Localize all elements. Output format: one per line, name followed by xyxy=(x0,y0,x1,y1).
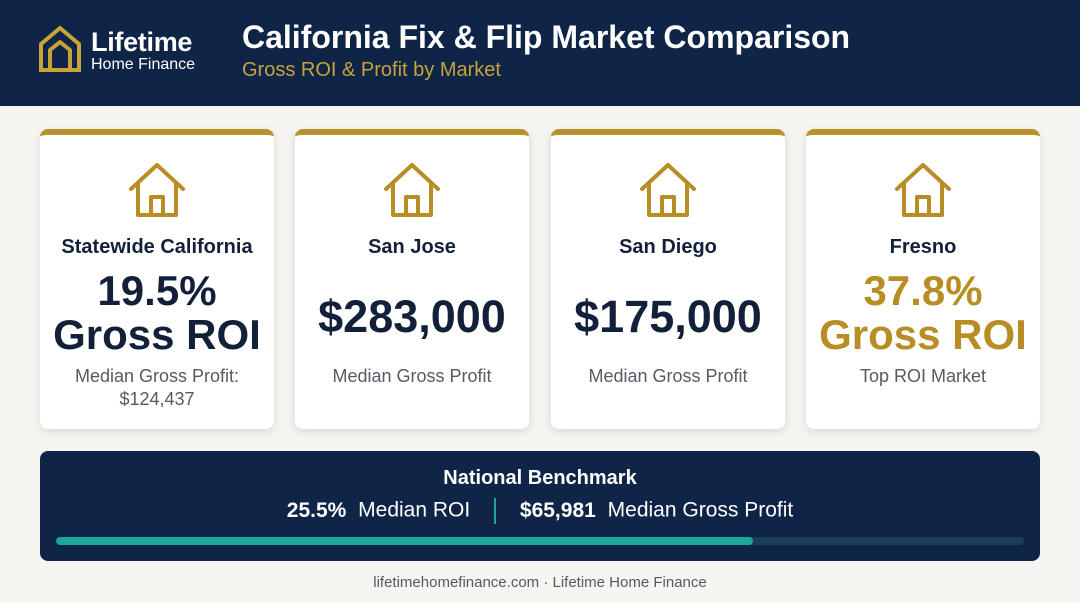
benchmark-progress-fill xyxy=(56,537,753,545)
benchmark-progress-track xyxy=(56,537,1024,545)
market-metric: 19.5% Gross ROI xyxy=(53,267,261,359)
market-metric: 37.8% Gross ROI xyxy=(819,267,1027,359)
market-note: Top ROI Market xyxy=(859,366,987,386)
benchmark-stats: 25.5% Median ROI $65,981 Median Gross Pr… xyxy=(40,498,1040,524)
market-note: Median Gross Profit: $124,437 xyxy=(74,366,240,410)
market-note: Median Gross Profit xyxy=(588,366,748,386)
market-name: Statewide California xyxy=(61,236,253,258)
header-banner: Lifetime Home Finance California Fix & F… xyxy=(0,0,1080,106)
market-note: Median Gross Profit xyxy=(332,366,492,386)
market-card-statewide: Statewide California 19.5% Gross ROI Med… xyxy=(40,129,274,429)
market-name: Fresno xyxy=(889,236,957,258)
benchmark-roi-label: Median ROI xyxy=(358,498,471,522)
market-metric: $175,000 xyxy=(574,291,762,342)
house-icon xyxy=(895,163,951,217)
page-subtitle: Gross ROI & Profit by Market xyxy=(242,59,501,81)
market-card-san-jose: San Jose $283,000 Median Gross Profit xyxy=(295,129,529,429)
house-icon xyxy=(640,163,696,217)
divider xyxy=(494,498,497,524)
market-card-fresno: Fresno 37.8% Gross ROI Top ROI Market xyxy=(806,129,1040,429)
benchmark-roi-value: 25.5% xyxy=(286,498,347,522)
benchmark-profit-value: $65,981 xyxy=(519,498,596,522)
house-logo-icon xyxy=(39,26,81,72)
market-name: San Diego xyxy=(619,236,717,258)
benchmark-profit-label: Median Gross Profit xyxy=(607,498,794,522)
page-title: California Fix & Flip Market Comparison xyxy=(242,19,851,55)
footer-text: lifetimehomefinance.com · Lifetime Home … xyxy=(373,574,707,591)
brand-subname: Home Finance xyxy=(91,56,196,73)
house-icon xyxy=(129,163,185,217)
national-benchmark-panel: National Benchmark 25.5% Median ROI $65,… xyxy=(40,451,1040,561)
brand-name: Lifetime xyxy=(91,27,193,57)
market-name: San Jose xyxy=(368,236,456,258)
brand-logo: Lifetime Home Finance xyxy=(38,24,208,76)
benchmark-title: National Benchmark xyxy=(443,467,637,489)
market-card-san-diego: San Diego $175,000 Median Gross Profit xyxy=(551,129,785,429)
house-icon xyxy=(384,163,440,217)
market-metric: $283,000 xyxy=(318,291,506,342)
